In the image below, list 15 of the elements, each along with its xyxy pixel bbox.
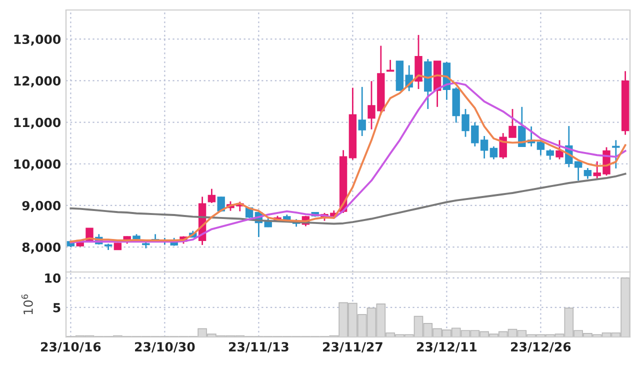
y-tick-label: 10 [45, 273, 61, 283]
y-axis-title: 10$^{6}$ [21, 294, 33, 314]
x-tick-label: 23/12/11 [417, 342, 476, 353]
x-tick-label: 23/10/16 [41, 342, 101, 353]
y-tick-label: 13,000 [14, 34, 61, 46]
x-tick-label: 23/11/27 [323, 342, 382, 353]
y-tick-label: 5 [53, 303, 60, 312]
y-tick-label: 12,000 [14, 76, 61, 88]
y-tick-label: 10,000 [14, 159, 61, 170]
x-tick-label: 23/11/13 [229, 342, 288, 353]
x-tick-label: 23/10/30 [135, 342, 195, 353]
y-tick-label: 11,000 [14, 118, 61, 129]
y-tick-label: 8,000 [22, 242, 61, 254]
y-tick-label: 9,000 [22, 200, 61, 212]
x-tick-label: 23/12/26 [511, 342, 571, 353]
